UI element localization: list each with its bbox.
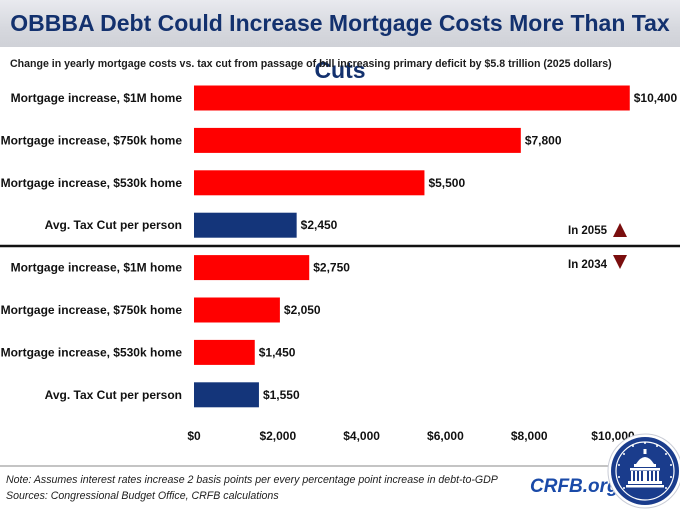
title-bar: [0, 0, 680, 47]
footnote: Note: Assumes interest rates increase 2 …: [6, 474, 498, 486]
bar: [194, 85, 630, 111]
bar: [194, 255, 310, 281]
x-tick-label: $2,000: [259, 429, 296, 443]
data-label: $2,750: [313, 261, 350, 275]
data-label: $1,450: [259, 345, 296, 359]
crfb-seal-logo: [607, 433, 680, 509]
data-label: $2,050: [284, 303, 321, 317]
bar: [194, 382, 259, 408]
x-tick-label: $8,000: [511, 429, 548, 443]
bar-chart: Mortgage increase, $1M home $10,400 Mortga…: [0, 85, 680, 467]
group-label-2034: In 2034: [568, 259, 608, 271]
data-label: $2,450: [301, 218, 338, 232]
group-label-2055: In 2055: [568, 225, 608, 237]
category-label: Mortgage increase, $750k home: [1, 133, 183, 147]
down-arrow-icon: [613, 255, 627, 269]
x-tick-label: $10,000: [591, 429, 635, 443]
data-label: $10,400: [634, 91, 678, 105]
category-label: Avg. Tax Cut per person: [45, 388, 182, 402]
x-tick-label: $6,000: [427, 429, 464, 443]
category-label: Mortgage increase, $1M home: [11, 91, 183, 105]
bar: [194, 212, 297, 238]
x-tick-label: $4,000: [343, 429, 380, 443]
data-label: $1,550: [263, 388, 300, 402]
up-arrow-icon: [613, 223, 627, 237]
category-label: Mortgage increase, $530k home: [1, 176, 183, 190]
chart-subtitle: Change in yearly mortgage costs vs. tax …: [10, 58, 612, 70]
bar: [194, 297, 280, 323]
brand-link[interactable]: CRFB.org: [530, 476, 619, 497]
bar: [194, 339, 255, 365]
category-label: Mortgage increase, $530k home: [1, 345, 183, 359]
category-label: Mortgage increase, $1M home: [11, 261, 183, 275]
bar: [194, 170, 425, 196]
x-tick-label: $0: [187, 429, 201, 443]
category-label: Avg. Tax Cut per person: [45, 218, 182, 232]
category-label: Mortgage increase, $750k home: [1, 303, 183, 317]
sources-note: Sources: Congressional Budget Office, CR…: [6, 490, 279, 502]
bar: [194, 127, 521, 153]
data-label: $7,800: [525, 133, 562, 147]
data-label: $5,500: [428, 176, 465, 190]
chart-title: OBBBA Debt Could Increase Mortgage Costs…: [10, 10, 670, 83]
